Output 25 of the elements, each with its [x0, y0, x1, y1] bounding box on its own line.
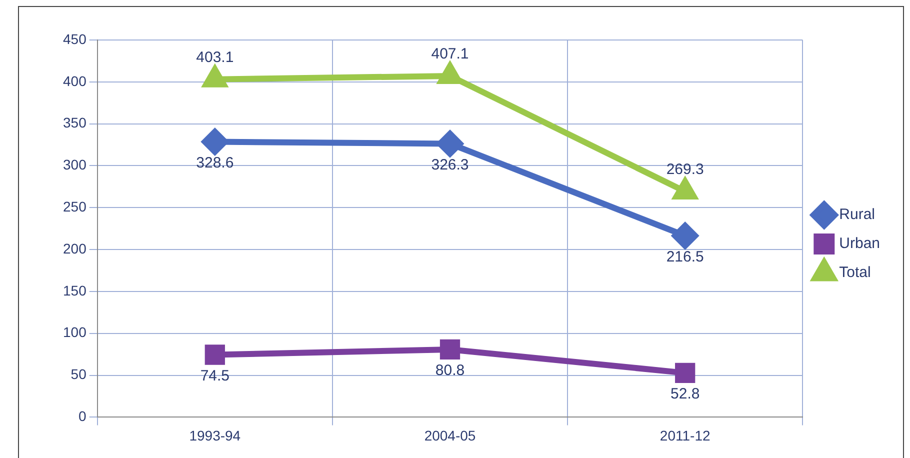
data-label: 328.6 — [196, 154, 234, 172]
data-label: 80.8 — [435, 362, 465, 380]
legend-label: Rural — [839, 206, 876, 224]
y-tick-label: 100 — [63, 324, 87, 340]
data-label: 269.3 — [666, 161, 704, 178]
y-tick-label: 400 — [63, 72, 87, 89]
data-label: 74.5 — [200, 367, 230, 384]
x-tick-label: 2011-12 — [660, 427, 710, 444]
y-tick-label: 300 — [63, 156, 87, 173]
data-label: 52.8 — [670, 386, 700, 403]
y-tick-label: 450 — [63, 30, 87, 47]
x-tick-label: 2004-05 — [424, 427, 476, 444]
data-label: 216.5 — [666, 248, 704, 266]
y-tick-label: 200 — [63, 240, 87, 256]
legend-label: Total — [839, 264, 871, 282]
y-tick-label: 50 — [70, 366, 87, 382]
data-label: 403.1 — [196, 48, 234, 66]
data-label: 326.3 — [431, 156, 469, 174]
y-tick-label: 150 — [63, 282, 87, 298]
legend-label: Urban — [839, 235, 880, 252]
x-tick-label: 1993-94 — [189, 427, 241, 444]
y-tick-label: 0 — [78, 408, 87, 424]
y-tick-label: 250 — [63, 198, 87, 215]
data-label: 407.1 — [431, 46, 469, 63]
y-tick-label: 350 — [63, 114, 87, 131]
